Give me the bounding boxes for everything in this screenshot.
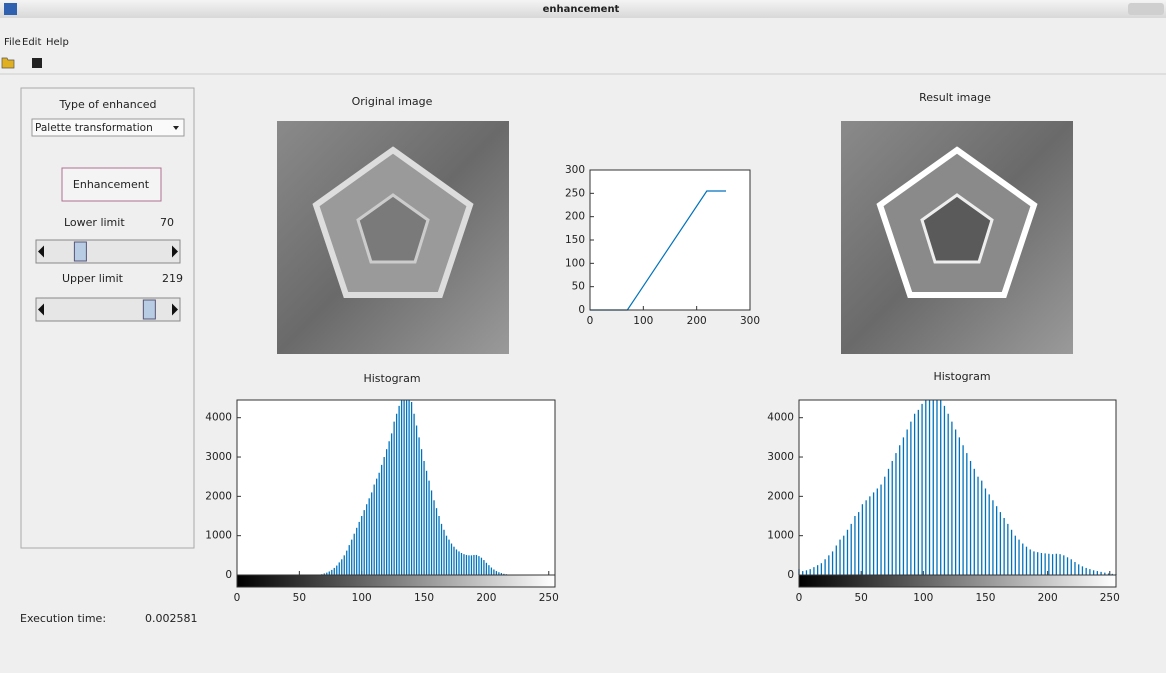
y-tick-label: 4000	[205, 412, 232, 424]
y-tick-label: 3000	[205, 451, 232, 463]
upper-value: 219	[162, 272, 183, 285]
x-tick-label: 100	[633, 315, 653, 327]
y-tick-label: 50	[572, 281, 585, 293]
window-title: enhancement	[543, 4, 620, 15]
x-tick-label: 150	[414, 592, 434, 604]
x-tick-label: 300	[740, 315, 760, 327]
x-tick-label: 200	[1038, 592, 1058, 604]
y-tick-label: 1000	[767, 530, 794, 542]
y-tick-label: 250	[565, 187, 585, 199]
window-controls[interactable]	[1128, 3, 1164, 15]
app-icon	[4, 3, 17, 15]
slider-track[interactable]	[36, 240, 180, 263]
y-tick-label: 200	[565, 211, 585, 223]
chart-title: Histogram	[933, 370, 990, 383]
slider-track[interactable]	[36, 298, 180, 321]
menu-item[interactable]: File	[4, 37, 21, 48]
image-title: Original image	[352, 95, 433, 108]
x-tick-label: 50	[854, 592, 867, 604]
y-tick-label: 100	[565, 257, 585, 269]
menu-item[interactable]: Help	[46, 37, 69, 48]
image-title: Result image	[919, 91, 991, 104]
colorbar	[799, 575, 1116, 587]
panel-label: Type of enhanced	[58, 98, 156, 111]
chart-title: Histogram	[363, 372, 420, 385]
button-label: Enhancement	[73, 178, 150, 191]
page: enhancement File Edit Help Type of enhan…	[0, 0, 1166, 673]
x-tick-label: 100	[913, 592, 933, 604]
x-tick-label: 0	[234, 592, 241, 604]
x-tick-label: 50	[293, 592, 306, 604]
upper-label: Upper limit	[62, 272, 124, 285]
toolbar	[0, 53, 1166, 71]
execution-value: 0.002581	[145, 612, 198, 625]
original-image	[277, 121, 509, 354]
y-tick-label: 4000	[767, 412, 794, 424]
dropdown-value: Palette transformation	[35, 122, 153, 134]
x-tick-label: 250	[539, 592, 559, 604]
y-tick-label: 0	[225, 569, 232, 581]
slider-thumb[interactable]	[74, 242, 86, 261]
plot-area	[799, 400, 1116, 575]
y-tick-label: 0	[578, 304, 585, 316]
y-tick-label: 3000	[767, 451, 794, 463]
y-tick-label: 0	[787, 569, 794, 581]
y-tick-label: 300	[565, 164, 585, 176]
x-tick-label: 0	[587, 315, 594, 327]
x-tick-label: 200	[476, 592, 496, 604]
y-tick-label: 2000	[767, 490, 794, 502]
y-tick-label: 1000	[205, 530, 232, 542]
x-tick-label: 0	[796, 592, 803, 604]
x-tick-label: 200	[687, 315, 707, 327]
slider-thumb[interactable]	[143, 300, 155, 319]
x-tick-label: 150	[975, 592, 995, 604]
lower-label: Lower limit	[64, 216, 125, 229]
save-icon[interactable]	[32, 58, 42, 68]
x-tick-label: 250	[1100, 592, 1120, 604]
y-tick-label: 150	[565, 234, 585, 246]
y-tick-label: 2000	[205, 490, 232, 502]
x-tick-label: 100	[352, 592, 372, 604]
result-image	[841, 121, 1073, 354]
lower-value: 70	[160, 216, 174, 229]
execution-label: Execution time:	[20, 612, 106, 625]
menu-item[interactable]: Edit	[22, 37, 41, 48]
window: enhancement File Edit Help Type of enhan…	[0, 0, 1166, 673]
colorbar	[237, 575, 555, 587]
